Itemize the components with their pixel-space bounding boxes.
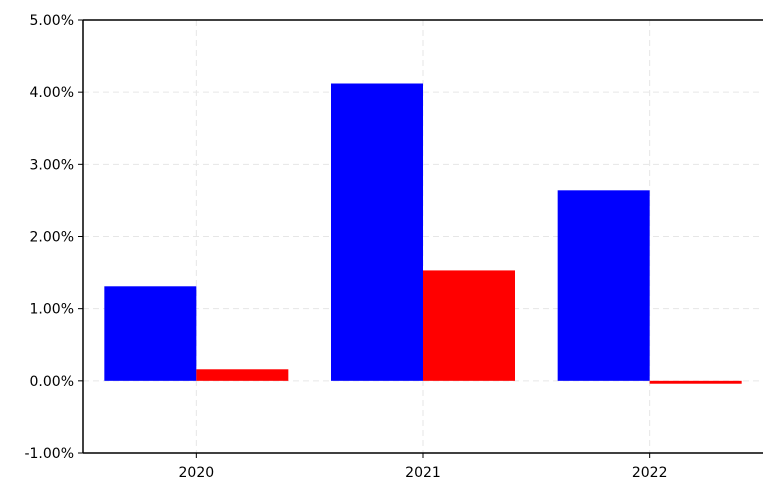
x-tick-label-2021: 2021 — [405, 465, 441, 481]
bars — [104, 83, 742, 384]
y-tick-label-1: 0.00% — [30, 374, 74, 390]
bar-series2-2020 — [196, 369, 289, 381]
y-tick-label-2: 1.00% — [30, 302, 74, 318]
bar-series1-2021 — [331, 83, 423, 381]
tick-labels: -1.00% 0.00% 1.00% 2.00% 3.00% 4.00% 5.00% 2020… — [24, 13, 667, 481]
y-tick-label-5: 4.00% — [30, 85, 74, 101]
x-tick-label-2022: 2022 — [632, 465, 668, 481]
x-tick-label-2020: 2020 — [179, 465, 215, 481]
bar-series1-2022 — [557, 190, 650, 381]
bar-series1-2020 — [104, 286, 197, 381]
bar-series2-2022 — [649, 380, 742, 384]
bar-series2-2021 — [423, 270, 515, 381]
y-tick-label-0: -1.00% — [24, 446, 74, 462]
y-tick-label-3: 2.00% — [30, 230, 74, 246]
y-tick-label-6: 5.00% — [30, 13, 74, 29]
axes — [78, 19, 763, 458]
y-tick-label-4: 3.00% — [30, 157, 74, 173]
